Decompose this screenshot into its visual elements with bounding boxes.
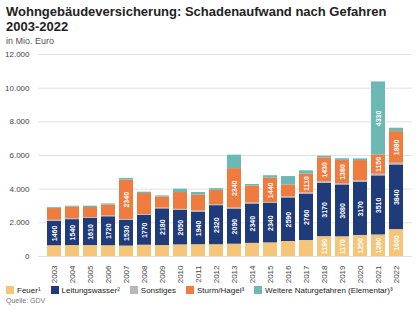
- svg-text:2010: 2010: [176, 265, 185, 283]
- svg-text:1110: 1110: [303, 176, 310, 191]
- svg-text:2017: 2017: [302, 265, 311, 283]
- svg-text:1180: 1180: [321, 239, 328, 254]
- svg-text:2012: 2012: [212, 265, 221, 283]
- html-text:Quelle: GDV: Quelle: GDV: [6, 297, 46, 304]
- svg-text:2340: 2340: [249, 216, 256, 232]
- svg-text:1540: 1540: [69, 225, 76, 241]
- svg-text:2004: 2004: [68, 265, 77, 283]
- html-text:in Mio. Euro: in Mio. Euro: [6, 36, 54, 46]
- svg-text:2.000: 2.000: [9, 218, 30, 227]
- svg-text:0: 0: [25, 252, 30, 261]
- svg-text:3840: 3840: [393, 189, 400, 205]
- svg-text:8.000: 8.000: [9, 117, 30, 126]
- svg-text:2020: 2020: [356, 265, 365, 283]
- svg-text:1940: 1940: [195, 220, 202, 236]
- svg-text:12.000: 12.000: [5, 50, 30, 59]
- svg-text:2320: 2320: [213, 217, 220, 233]
- svg-text:1250: 1250: [357, 238, 364, 254]
- svg-text:2760: 2760: [303, 209, 310, 225]
- svg-text:2003: 2003: [50, 265, 59, 283]
- svg-text:2009: 2009: [158, 265, 167, 283]
- svg-text:2022: 2022: [392, 265, 401, 283]
- svg-text:2007: 2007: [122, 265, 131, 283]
- svg-text:1600: 1600: [393, 235, 400, 251]
- svg-text:1770: 1770: [141, 222, 148, 238]
- html-text:Wohngebäudeversicherung: Schad: Wohngebäudeversicherung: Schadenaufwand …: [6, 4, 387, 34]
- svg-text:3170: 3170: [321, 202, 328, 218]
- svg-text:2018: 2018: [320, 265, 329, 283]
- html-text:Feuer¹: Feuer¹: [17, 286, 41, 295]
- svg-text:2013: 2013: [230, 265, 239, 283]
- svg-text:1460: 1460: [51, 226, 58, 242]
- svg-text:4330: 4330: [375, 110, 382, 126]
- svg-text:2180: 2180: [159, 219, 166, 235]
- svg-text:2015: 2015: [266, 265, 275, 283]
- svg-text:1880: 1880: [393, 140, 400, 156]
- svg-text:1430: 1430: [321, 162, 328, 178]
- svg-text:3510: 3510: [375, 198, 382, 214]
- svg-text:1610: 1610: [87, 224, 94, 240]
- svg-text:2021: 2021: [374, 265, 383, 283]
- svg-text:1170: 1170: [339, 239, 346, 254]
- svg-text:2340: 2340: [231, 180, 238, 196]
- html-text:Sturm/Hagel³: Sturm/Hagel³: [197, 286, 245, 295]
- svg-text:1150: 1150: [375, 157, 382, 172]
- svg-text:2011: 2011: [194, 265, 203, 283]
- svg-text:3080: 3080: [339, 203, 346, 219]
- svg-text:2005: 2005: [86, 265, 95, 283]
- svg-text:2019: 2019: [338, 265, 347, 283]
- html-text:Leitungswasser²: Leitungswasser²: [61, 286, 120, 295]
- svg-text:2090: 2090: [231, 219, 238, 235]
- svg-text:1380: 1380: [339, 164, 346, 180]
- svg-text:2014: 2014: [248, 265, 257, 283]
- svg-text:3170: 3170: [357, 201, 364, 217]
- svg-text:4.000: 4.000: [9, 185, 30, 194]
- svg-text:2050: 2050: [177, 220, 184, 236]
- svg-text:1440: 1440: [267, 182, 274, 198]
- svg-text:6.000: 6.000: [9, 151, 30, 160]
- svg-text:1720: 1720: [105, 223, 112, 239]
- svg-text:1530: 1530: [123, 225, 130, 241]
- svg-text:2590: 2590: [285, 212, 292, 228]
- svg-text:1280: 1280: [375, 238, 382, 254]
- html-text:Weitere Naturgefahren (Element: Weitere Naturgefahren (Elementar)³: [265, 286, 393, 295]
- svg-text:2340: 2340: [267, 215, 274, 231]
- svg-text:2340: 2340: [123, 192, 130, 208]
- svg-text:2016: 2016: [284, 265, 293, 283]
- svg-text:2006: 2006: [104, 265, 113, 283]
- svg-text:10.000: 10.000: [5, 84, 30, 93]
- html-text:Sonstiges: Sonstiges: [140, 286, 176, 295]
- svg-text:2008: 2008: [140, 265, 149, 283]
